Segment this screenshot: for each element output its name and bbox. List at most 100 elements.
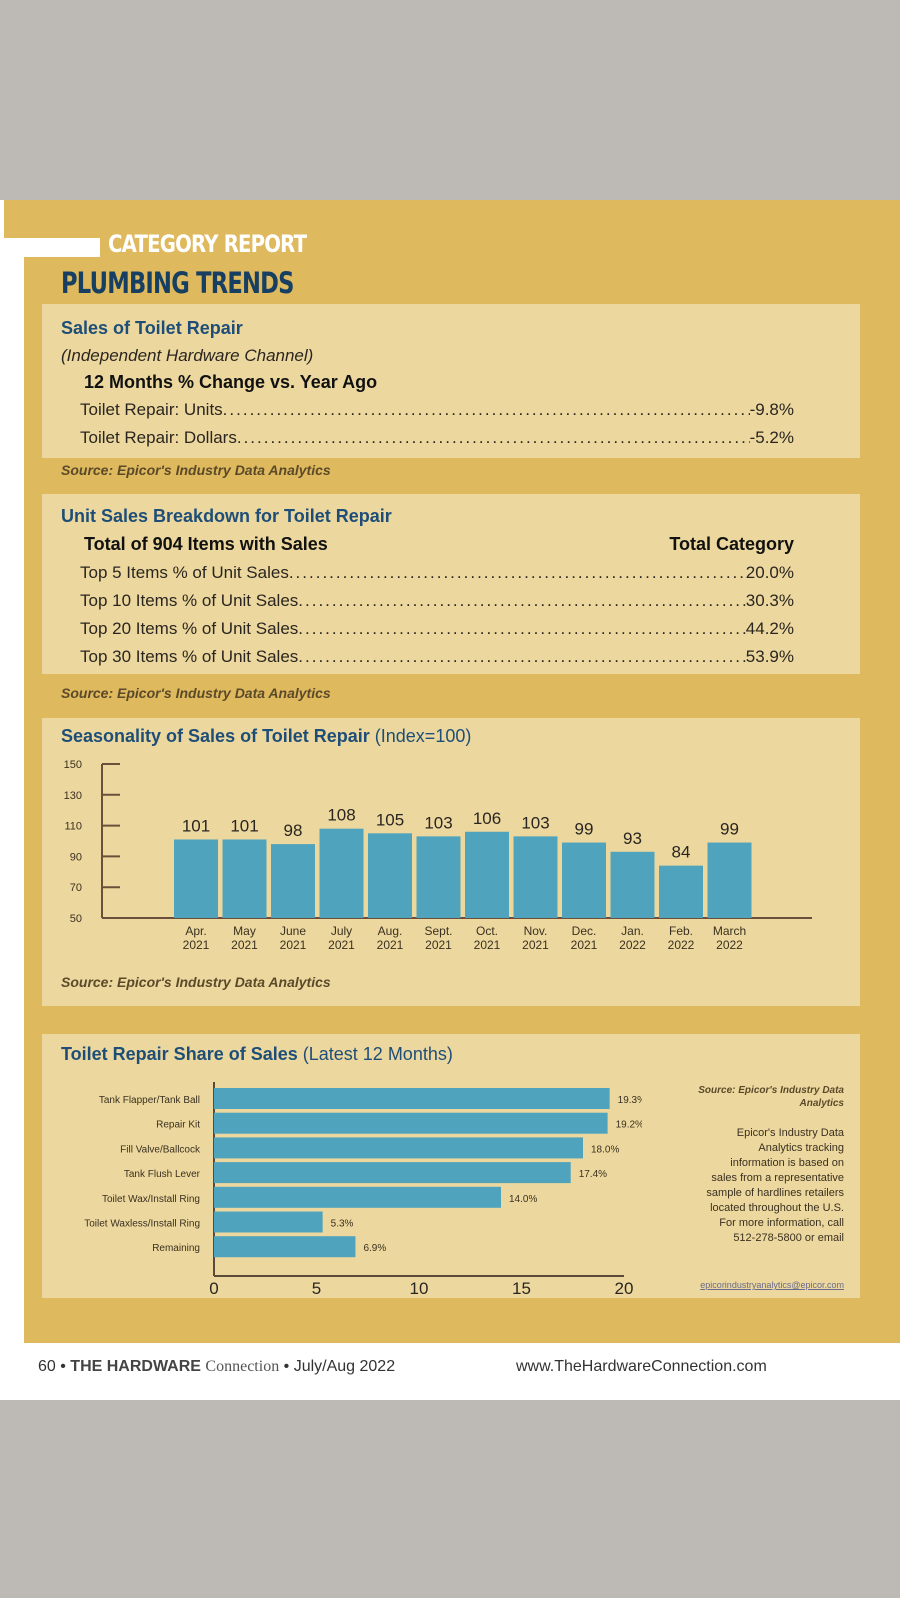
x-tick-label: May: [233, 924, 256, 938]
bar: [214, 1162, 571, 1184]
bar: [174, 839, 218, 918]
data-label: 5.3%: [331, 1219, 354, 1230]
share-source: Source: Epicor's Industry Data Analytics: [698, 1085, 844, 1109]
data-label: 99: [575, 820, 594, 839]
share-title: Toilet Repair Share of Sales (Latest 12 …: [61, 1044, 453, 1065]
y-tick-label: 110: [64, 821, 82, 833]
page-number: 60: [38, 1358, 56, 1375]
data-label: 19.2%: [616, 1120, 642, 1131]
bar: [214, 1137, 583, 1159]
bar: [214, 1236, 356, 1258]
bar: [513, 836, 558, 918]
breakdown-row: Top 30 Items % of Unit Sales 53.9%: [80, 647, 794, 667]
sales-row: Toilet Repair: Dollars -5.2%: [80, 428, 794, 448]
seasonality-source: Source: Epicor's Industry Data Analytics: [61, 974, 331, 990]
category-label: Tank Flush Lever: [124, 1169, 201, 1180]
x-tick-label: 2022: [716, 938, 743, 952]
x-tick-label: 2021: [425, 938, 452, 952]
y-tick-label: 50: [70, 913, 82, 925]
x-tick-label: June: [280, 924, 306, 938]
category-label: Remaining: [152, 1243, 200, 1254]
category-kicker: CATEGORY REPORT: [108, 230, 307, 258]
magazine-page: CATEGORY REPORT PLUMBING TRENDS Sales of…: [0, 200, 900, 1400]
sales-source: Source: Epicor's Industry Data Analytics: [61, 462, 331, 478]
sales-subtitle: (Independent Hardware Channel): [61, 346, 314, 365]
bar: [707, 842, 752, 918]
note-line: information is based on: [730, 1157, 844, 1169]
chart-title: Toilet Repair Share of Sales: [61, 1044, 298, 1064]
row-value: 44.2%: [745, 619, 794, 638]
bar: [416, 836, 461, 918]
sales-row: Toilet Repair: Units -9.8%: [80, 400, 794, 420]
x-tick-label: 2021: [328, 938, 355, 952]
x-tick-label: 5: [312, 1279, 321, 1298]
breakdown-source: Source: Epicor's Industry Data Analytics: [61, 685, 331, 701]
note-line: Epicor's Industry Data: [736, 1127, 844, 1139]
data-label: 19.3%: [618, 1095, 642, 1106]
bar: [214, 1112, 608, 1134]
data-label: 103: [424, 813, 452, 832]
row-value: 30.3%: [745, 591, 794, 610]
x-tick-label: Nov.: [524, 924, 548, 938]
x-tick-label: March: [713, 924, 746, 938]
bar: [214, 1186, 501, 1208]
note-line: Analytics tracking: [758, 1142, 844, 1154]
bar: [465, 831, 509, 918]
data-label: 101: [182, 816, 210, 835]
footer-url[interactable]: www.TheHardwareConnection.com: [516, 1358, 767, 1375]
note-line: sample of hardlines retailers: [706, 1187, 844, 1199]
brand-name-2: Connection: [205, 1358, 280, 1375]
bar: [562, 842, 606, 918]
page-title: PLUMBING TRENDS: [61, 266, 294, 300]
category-label: Toilet Wax/Install Ring: [102, 1194, 200, 1205]
row-label: Top 10 Items % of Unit Sales: [80, 591, 299, 610]
x-tick-label: 2021: [183, 938, 210, 952]
x-tick-label: Feb.: [669, 924, 693, 938]
breakdown-col-right: Total Category: [669, 534, 794, 554]
row-value: -9.8%: [749, 400, 794, 419]
row-value: 20.0%: [745, 563, 794, 582]
data-label: 93: [623, 829, 642, 848]
row-label: Top 5 Items % of Unit Sales: [80, 563, 289, 582]
data-label: 99: [720, 820, 739, 839]
bar: [659, 865, 703, 918]
x-tick-label: 2021: [474, 938, 501, 952]
chart-title: Seasonality of Sales of Toilet Repair: [61, 726, 370, 746]
bar: [610, 851, 655, 918]
note-line: 512-278-5800 or email: [733, 1232, 844, 1244]
chart-subtitle: (Index=100): [374, 726, 472, 746]
category-label: Toilet Waxless/Install Ring: [84, 1219, 200, 1230]
row-value: 53.9%: [745, 647, 794, 666]
data-label: 98: [284, 821, 303, 840]
seasonality-title: Seasonality of Sales of Toilet Repair (I…: [61, 726, 471, 747]
breakdown-title: Unit Sales Breakdown for Toilet Repair: [61, 506, 392, 526]
y-tick-label: 150: [64, 759, 82, 771]
email-link[interactable]: epicorindustryanalytics@epicor.com: [700, 1280, 844, 1290]
x-tick-label: 15: [512, 1279, 531, 1298]
row-label: Top 30 Items % of Unit Sales: [80, 647, 299, 666]
x-tick-label: 20: [615, 1279, 634, 1298]
breakdown-row: Top 10 Items % of Unit Sales 30.3%: [80, 591, 794, 611]
row-label: Top 20 Items % of Unit Sales: [80, 619, 299, 638]
x-tick-label: 2021: [522, 938, 549, 952]
share-note: Epicor's Industry Data Analytics tracking…: [662, 1126, 844, 1246]
data-label: 105: [376, 810, 404, 829]
data-label: 106: [473, 809, 501, 828]
category-label: Repair Kit: [156, 1120, 200, 1131]
x-tick-label: July: [331, 924, 352, 938]
data-label: 101: [230, 816, 258, 835]
category-label: Tank Flapper/Tank Ball: [99, 1095, 200, 1106]
x-tick-label: 2021: [280, 938, 307, 952]
seasonality-box: Seasonality of Sales of Toilet Repair (I…: [42, 718, 860, 1006]
bar: [368, 833, 412, 918]
y-tick-label: 70: [70, 882, 82, 894]
sales-box: Sales of Toilet Repair (Independent Hard…: [42, 304, 860, 458]
x-tick-label: 2021: [377, 938, 404, 952]
row-label: Toilet Repair: Units: [80, 400, 223, 419]
x-tick-label: 2021: [231, 938, 258, 952]
breakdown-col-left: Total of 904 Items with Sales: [84, 534, 328, 554]
breakdown-row: Top 20 Items % of Unit Sales 44.2%: [80, 619, 794, 639]
x-tick-label: Dec.: [572, 924, 597, 938]
x-tick-label: Sept.: [424, 924, 452, 938]
row-value: -5.2%: [749, 428, 794, 447]
